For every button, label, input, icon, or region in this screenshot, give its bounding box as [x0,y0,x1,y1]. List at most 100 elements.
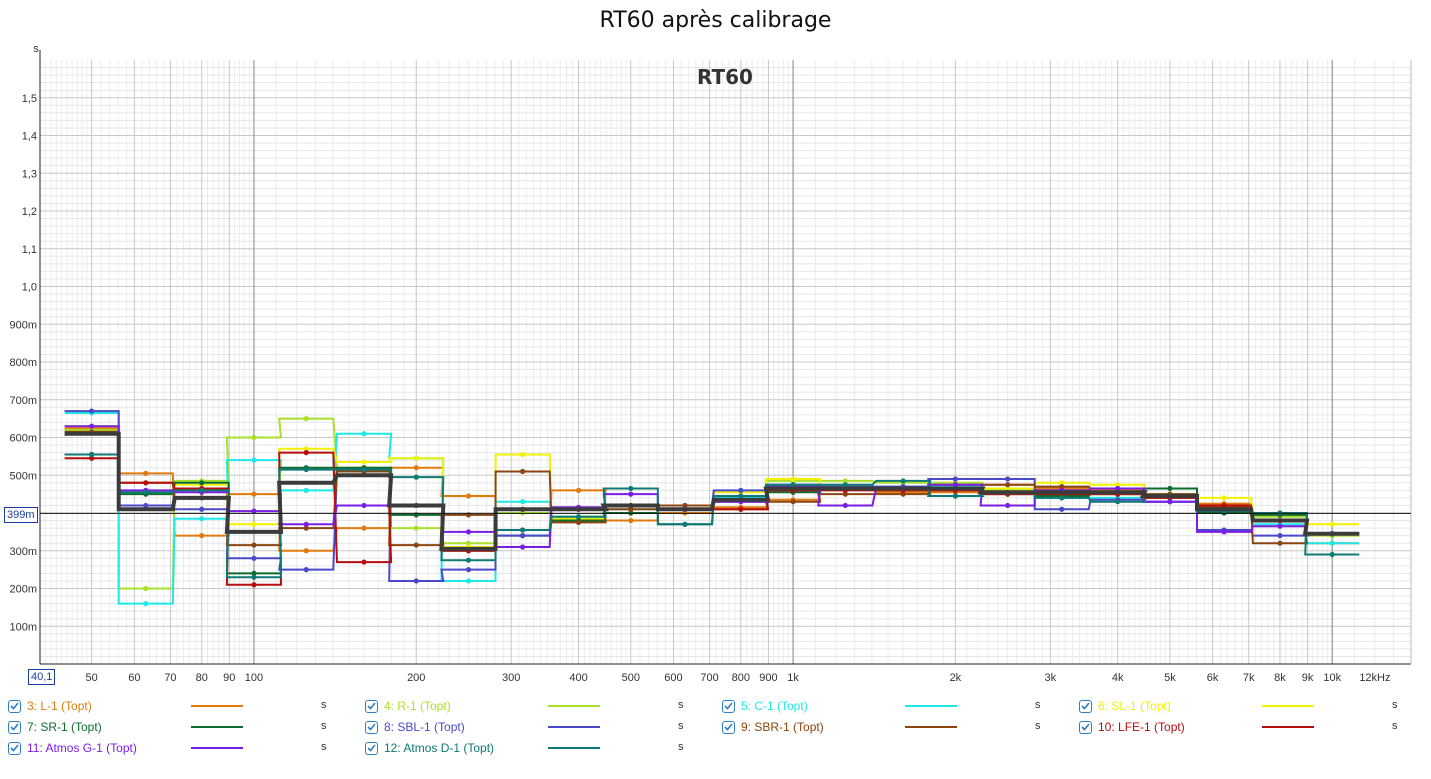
data-point [251,491,257,497]
data-point [413,542,419,548]
data-point [790,476,796,482]
x-tick-label: 8k [1274,672,1286,684]
legend-unit: s [678,720,684,732]
checkbox-icon[interactable] [365,720,378,734]
legend-item[interactable]: 7: SR-1 (Topt) [8,717,102,737]
legend-item[interactable]: 3: L-1 (Topt) [8,696,92,716]
legend-item[interactable]: 4: R-1 (Topt) [365,696,451,716]
legend-item[interactable]: 5: C-1 (Topt) [722,696,808,716]
checkbox-icon[interactable] [365,741,378,755]
x-tick-label: 800 [732,672,750,684]
data-point [89,455,95,461]
data-point [520,451,526,458]
legend-line-swatch [548,705,600,707]
data-point [790,482,796,488]
data-point [251,457,257,463]
y-tick-label: 1,0 [22,282,37,294]
legend-unit: s [1035,699,1041,711]
legend-label: 11: Atmos G-1 (Topt) [27,741,137,755]
y-tick-label: 700m [9,395,37,407]
checkbox-icon[interactable] [1079,720,1092,734]
data-point [628,485,634,492]
data-point [1277,523,1283,529]
x-tick-label: 5k [1164,672,1176,684]
data-point [1005,476,1011,482]
data-point [199,506,205,512]
data-point [413,455,419,461]
data-point [1221,529,1227,535]
legend-unit: s [321,741,327,753]
legend-item[interactable]: 10: LFE-1 (Topt) [1079,717,1185,737]
data-point [842,478,848,484]
data-point [143,585,149,592]
legend-item[interactable]: 9: SBR-1 (Topt) [722,717,824,737]
data-point [199,487,205,493]
legend: 3: L-1 (Topt) s 4: R-1 (Topt) s 5: C-1 (Topt… [0,694,1431,779]
data-point [251,574,257,580]
data-point [1115,485,1121,492]
data-point [900,491,906,497]
data-point [199,516,205,522]
legend-item[interactable]: 11: Atmos G-1 (Topt) [8,738,137,758]
checkbox-icon[interactable] [365,699,378,713]
data-point [303,487,309,493]
x-tick-label: 9k [1302,672,1314,684]
data-point [842,491,848,497]
data-point [1277,540,1283,546]
data-point [143,502,149,509]
checkbox-icon[interactable] [8,741,21,755]
x-tick-label: 900 [759,672,777,684]
data-point [303,548,309,554]
data-point [251,582,257,588]
legend-unit: s [1035,720,1041,732]
x-tick-label: 500 [622,672,640,684]
data-point [303,525,309,531]
y-tick-label: 1,4 [22,131,37,143]
chart-title: RT60 après calibrage [599,8,832,33]
rt60-chart[interactable]: RT60 100m200m300m400m500m600m700m800m900… [0,0,1431,694]
y-tick-label: 300m [9,546,37,558]
data-point [251,570,257,577]
data-point [682,502,688,509]
legend-item[interactable]: 6: SL-1 (Topt) [1079,696,1171,716]
x-tick-label: 10k [1323,672,1341,684]
data-point [89,408,95,414]
checkbox-icon[interactable] [8,699,21,713]
legend-label: 3: L-1 (Topt) [27,699,92,713]
x-tick-label: 4k [1112,672,1124,684]
x-tick-label: 50 [86,672,98,684]
data-point [628,517,634,524]
data-point [361,559,367,565]
axes [39,50,1412,665]
legend-label: 10: LFE-1 (Topt) [1098,720,1185,734]
data-point [1059,483,1065,490]
data-point [575,519,582,526]
data-point [1167,485,1173,492]
data-point [361,525,367,531]
checkbox-icon[interactable] [722,720,735,734]
data-point [842,502,848,509]
legend-item[interactable]: 12: Atmos D-1 (Topt) [365,738,494,758]
checkbox-icon[interactable] [8,720,21,734]
x-tick-label: 300 [502,672,520,684]
data-point [361,502,367,509]
data-point [738,506,744,512]
x-tick-label: 70 [164,672,176,684]
legend-unit: s [1392,699,1398,711]
legend-item[interactable]: 8: SBL-1 (Topt) [365,717,465,737]
data-point [303,416,309,422]
data-point [1329,540,1335,546]
cursor-value-readout: 399m [4,507,38,523]
x-tick-label: 6k [1207,672,1219,684]
data-point [1221,502,1227,509]
data-point [628,506,634,512]
data-point [251,434,257,441]
data-point [1005,482,1011,488]
data-point [952,476,958,482]
y-axis-unit: s [33,43,39,55]
checkbox-icon[interactable] [722,699,735,713]
data-point [303,450,309,456]
data-point [1329,551,1335,558]
checkbox-icon[interactable] [1079,699,1092,713]
legend-line-swatch [1262,726,1314,728]
